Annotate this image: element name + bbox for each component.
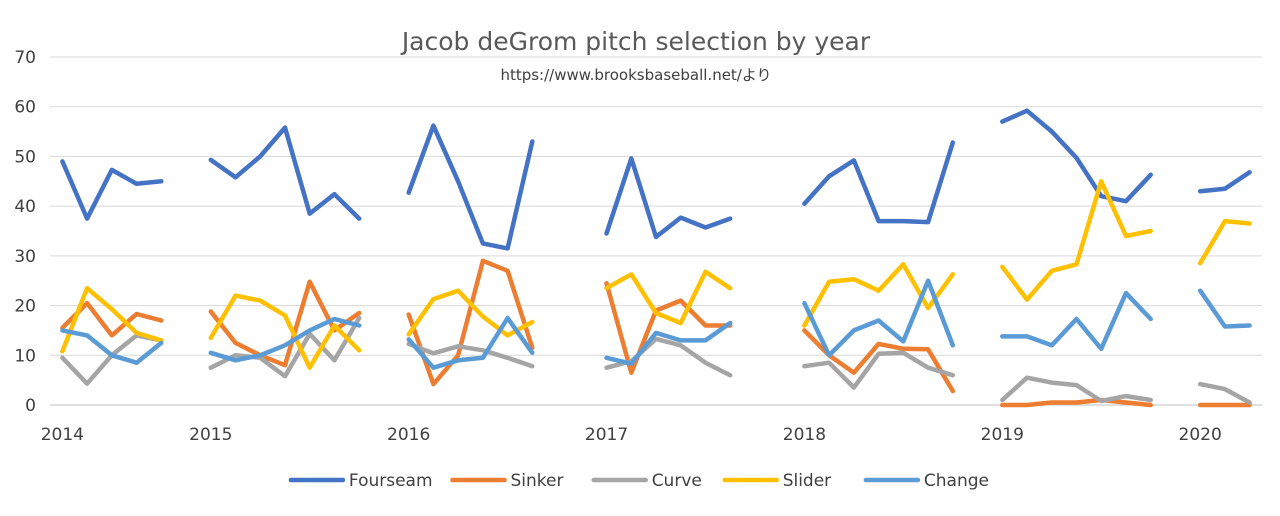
y-tick-label: 10 (14, 346, 36, 366)
legend: Fourseam Sinker Curve Slider Change (288, 471, 989, 491)
legend-item: Curve (591, 471, 702, 491)
series-line (604, 156, 733, 240)
series-line (406, 341, 535, 369)
series-line (1000, 108, 1153, 204)
legend-label: Curve (652, 471, 702, 491)
series-line (60, 159, 164, 221)
x-tick-label: 2014 (41, 425, 84, 445)
x-tick-label: 2020 (1179, 425, 1222, 445)
legend-item: Sinker (450, 471, 564, 491)
series-line (208, 315, 362, 379)
series-line (1197, 381, 1252, 405)
series-line (1000, 179, 1153, 302)
series-line (1000, 397, 1153, 408)
series-line (1000, 375, 1153, 404)
series-fourseam (60, 108, 1252, 251)
series-line (802, 278, 956, 358)
series-lines (60, 108, 1252, 408)
series-line (802, 350, 956, 390)
y-tick-label: 60 (14, 98, 36, 118)
legend-label: Fourseam (349, 471, 433, 491)
legend-label: Sinker (511, 471, 564, 491)
series-line (802, 140, 956, 225)
series-line (208, 279, 362, 368)
series-line (1000, 290, 1153, 352)
x-axis-ticks: 2014 2015 2016 2017 2018 2019 2020 (41, 425, 1222, 445)
series-line (406, 315, 535, 370)
y-tick-label: 40 (14, 197, 36, 217)
series-line (802, 328, 956, 394)
x-tick-label: 2019 (981, 425, 1024, 445)
series-line (60, 328, 164, 365)
x-tick-label: 2017 (585, 425, 628, 445)
legend-label: Change (924, 471, 989, 491)
series-line (208, 125, 362, 221)
chart-title: Jacob deGrom pitch selection by year (400, 27, 871, 56)
series-line (1197, 218, 1252, 266)
x-tick-label: 2015 (189, 425, 232, 445)
series-line (208, 316, 362, 363)
series-slider (60, 179, 1252, 370)
series-line (1197, 170, 1252, 194)
series-line (1197, 288, 1252, 329)
legend-item: Slider (722, 471, 831, 491)
series-line (604, 269, 733, 326)
series-line (604, 320, 733, 366)
series-line (406, 288, 535, 338)
y-tick-label: 30 (14, 247, 36, 267)
chart-subtitle: https://www.brooksbaseball.net/より (500, 66, 771, 84)
series-line (604, 280, 733, 375)
y-tick-label: 0 (25, 396, 36, 416)
y-tick-label: 20 (14, 297, 36, 317)
x-tick-label: 2016 (387, 425, 430, 445)
series-change (60, 278, 1252, 370)
legend-label: Slider (783, 471, 831, 491)
series-line (406, 123, 535, 251)
y-tick-label: 50 (14, 147, 36, 167)
x-tick-label: 2018 (783, 425, 826, 445)
y-tick-label: 70 (14, 48, 36, 68)
series-line (60, 285, 164, 354)
series-line (60, 333, 164, 386)
series-line (208, 293, 362, 370)
legend-item: Fourseam (288, 471, 433, 491)
y-axis-ticks: 0 10 20 30 40 50 60 70 (14, 48, 36, 416)
series-line (406, 258, 535, 387)
series-line (802, 262, 956, 328)
legend-item: Change (863, 471, 989, 491)
